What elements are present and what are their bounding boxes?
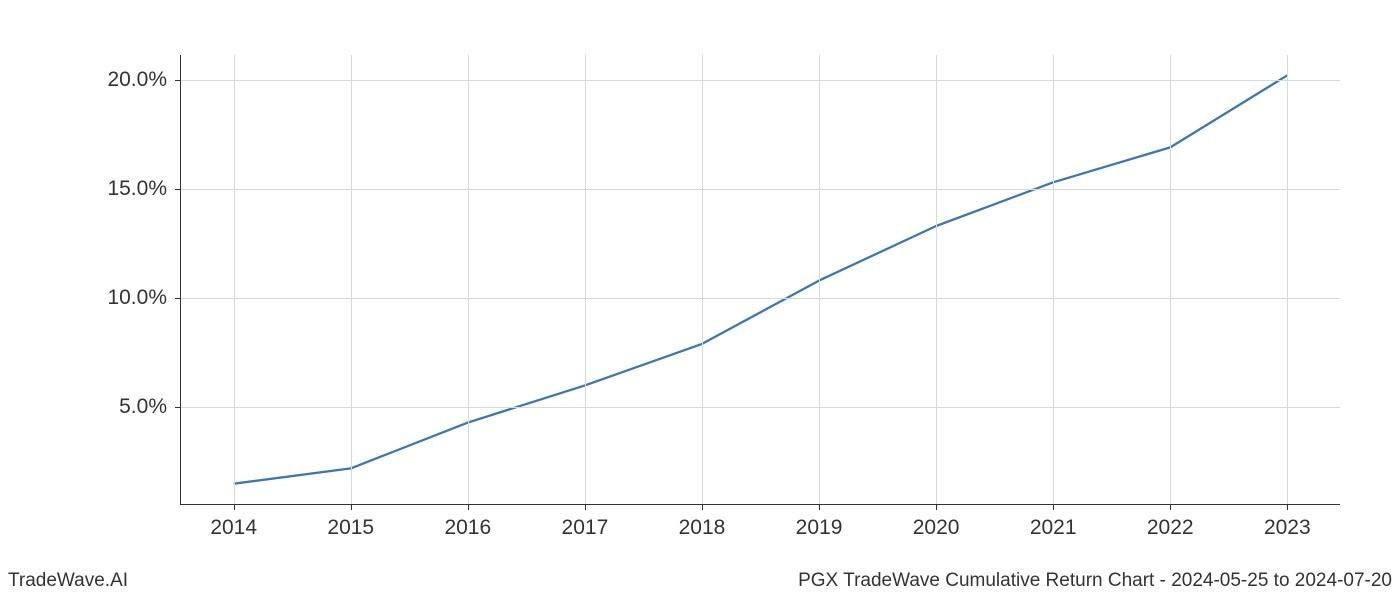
grid-line-vertical	[936, 55, 937, 504]
x-tick-label: 2020	[913, 516, 960, 540]
x-tick-label: 2021	[1030, 516, 1077, 540]
line-series	[181, 55, 1340, 504]
x-tick-mark	[351, 504, 352, 510]
x-tick-mark	[1053, 504, 1054, 510]
y-tick-mark	[175, 80, 181, 81]
x-tick-mark	[585, 504, 586, 510]
grid-line-horizontal	[181, 407, 1340, 408]
y-tick-label: 10.0%	[107, 286, 167, 310]
y-tick-mark	[175, 189, 181, 190]
grid-line-horizontal	[181, 189, 1340, 190]
x-tick-mark	[936, 504, 937, 510]
grid-line-vertical	[351, 55, 352, 504]
grid-line-vertical	[1287, 55, 1288, 504]
x-tick-label: 2015	[327, 516, 374, 540]
x-tick-label: 2023	[1264, 516, 1311, 540]
grid-line-horizontal	[181, 298, 1340, 299]
x-tick-label: 2014	[210, 516, 257, 540]
y-tick-mark	[175, 298, 181, 299]
x-tick-mark	[468, 504, 469, 510]
grid-line-horizontal	[181, 80, 1340, 81]
y-tick-label: 15.0%	[107, 177, 167, 201]
grid-line-vertical	[1170, 55, 1171, 504]
y-tick-label: 5.0%	[119, 395, 167, 419]
x-tick-mark	[702, 504, 703, 510]
footer-brand: TradeWave.AI	[8, 570, 128, 592]
x-tick-mark	[234, 504, 235, 510]
x-tick-label: 2018	[679, 516, 726, 540]
grid-line-vertical	[468, 55, 469, 504]
x-tick-mark	[1287, 504, 1288, 510]
x-tick-label: 2017	[562, 516, 609, 540]
y-tick-mark	[175, 407, 181, 408]
x-tick-label: 2016	[444, 516, 491, 540]
grid-line-vertical	[702, 55, 703, 504]
footer-caption: PGX TradeWave Cumulative Return Chart - …	[798, 570, 1392, 592]
grid-line-vertical	[585, 55, 586, 504]
chart-area: 2014201520162017201820192020202120222023…	[180, 55, 1340, 505]
grid-line-vertical	[819, 55, 820, 504]
x-tick-label: 2022	[1147, 516, 1194, 540]
x-tick-mark	[819, 504, 820, 510]
x-tick-label: 2019	[796, 516, 843, 540]
grid-line-vertical	[234, 55, 235, 504]
y-tick-label: 20.0%	[107, 68, 167, 92]
data-polyline	[234, 75, 1288, 483]
grid-line-vertical	[1053, 55, 1054, 504]
x-tick-mark	[1170, 504, 1171, 510]
plot-area: 2014201520162017201820192020202120222023…	[180, 55, 1340, 505]
